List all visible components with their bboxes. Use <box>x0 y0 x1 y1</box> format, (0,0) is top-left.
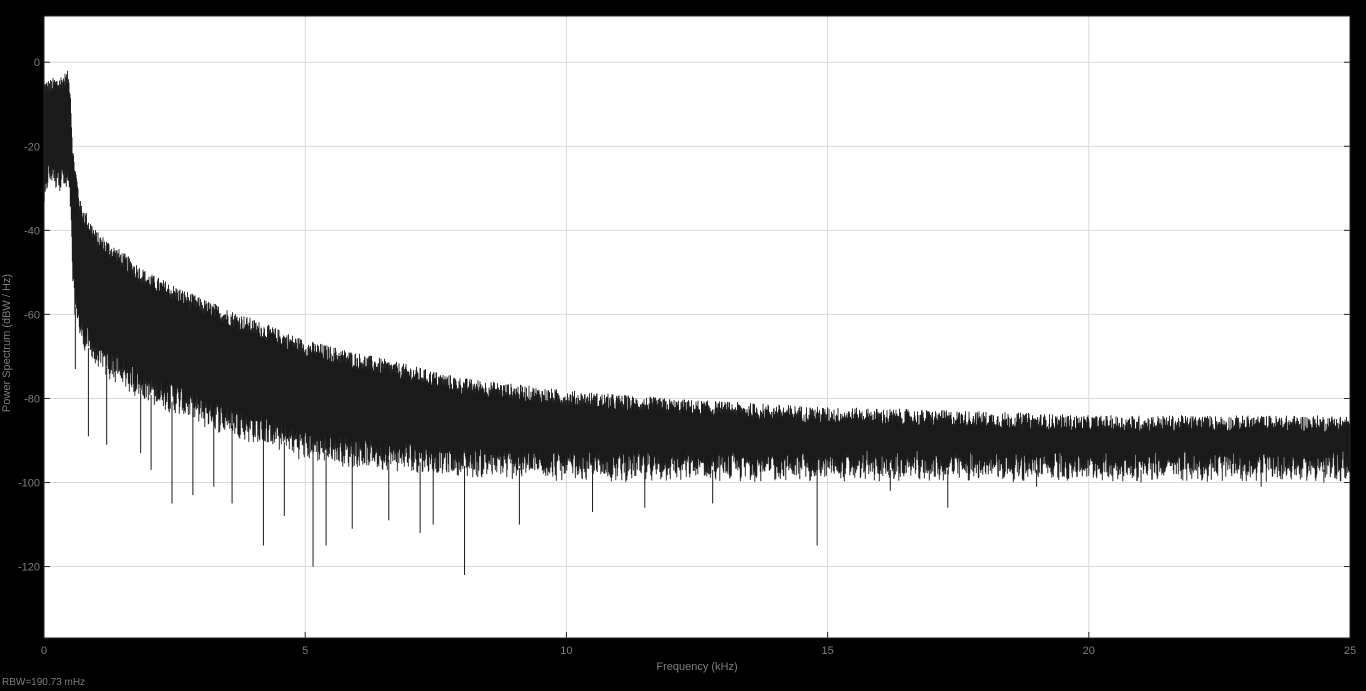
y-tick-label: -40 <box>24 225 40 237</box>
y-tick-label: -120 <box>18 562 40 574</box>
y-tick-label: -80 <box>24 393 40 405</box>
x-tick-label: 5 <box>302 645 308 657</box>
y-axis-label: Power Spectrum (dBW / Hz) <box>1 274 13 412</box>
x-tick-label: 10 <box>560 645 572 657</box>
x-axis-label: Frequency (kHz) <box>656 661 737 673</box>
x-tick-label: 25 <box>1344 645 1356 657</box>
y-tick-label: -60 <box>24 309 40 321</box>
x-tick-label: 0 <box>41 645 47 657</box>
axes-area <box>44 16 1350 638</box>
x-tick-label: 20 <box>1083 645 1095 657</box>
power-spectrum-trace <box>43 70 1351 575</box>
y-tick-label: 0 <box>34 57 40 69</box>
axes-frame <box>43 15 1351 639</box>
x-tick-label: 15 <box>821 645 833 657</box>
spectrum-line <box>43 70 1351 483</box>
y-tick-label: -100 <box>18 478 40 490</box>
y-tick-label: -20 <box>24 141 40 153</box>
grid-lines <box>43 16 1351 638</box>
tick-marks <box>43 61 1351 638</box>
tick-labels: 0 5 10 15 20 25 0 -20 -40 -60 -80 -100 -120 <box>18 57 1356 657</box>
rbw-readout: RBW=190.73 mHz <box>2 677 86 688</box>
